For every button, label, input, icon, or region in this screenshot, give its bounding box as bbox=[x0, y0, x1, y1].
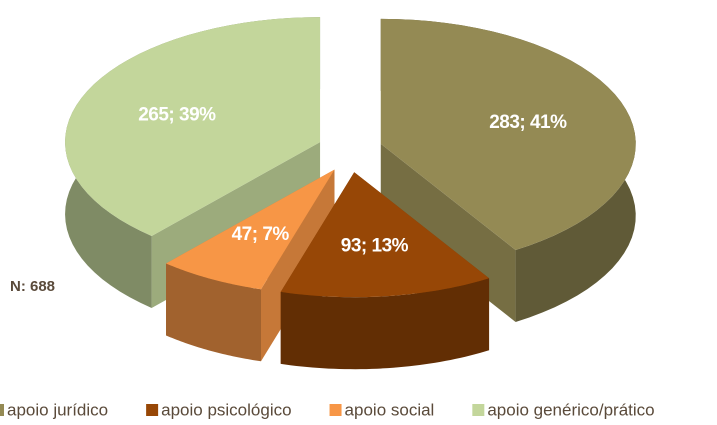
data-label: 47; 7% bbox=[232, 224, 290, 245]
legend-label: apoio jurídico bbox=[7, 400, 108, 419]
data-label: 283; 41% bbox=[489, 112, 567, 133]
slice: 283; 41% bbox=[380, 18, 636, 322]
slice-side bbox=[166, 263, 262, 362]
data-label: 265; 39% bbox=[138, 105, 216, 126]
legend-label: apoio social bbox=[345, 400, 435, 419]
slice bbox=[166, 169, 335, 290]
legend-swatch bbox=[146, 404, 159, 416]
legend-swatch bbox=[472, 404, 485, 416]
slice bbox=[380, 18, 636, 250]
legend-swatch bbox=[0, 404, 4, 416]
legend-label: apoio genérico/prático bbox=[487, 400, 654, 419]
slice-side bbox=[280, 278, 490, 370]
slice bbox=[280, 172, 490, 298]
slice: 47; 7% bbox=[166, 169, 335, 362]
slice bbox=[65, 17, 321, 236]
legend-label: apoio psicológico bbox=[161, 400, 291, 419]
annotation: N: 688 bbox=[10, 278, 55, 295]
data-label: 93; 13% bbox=[341, 236, 409, 257]
slice: 93; 13% bbox=[280, 172, 490, 370]
legend-swatch bbox=[329, 404, 342, 416]
